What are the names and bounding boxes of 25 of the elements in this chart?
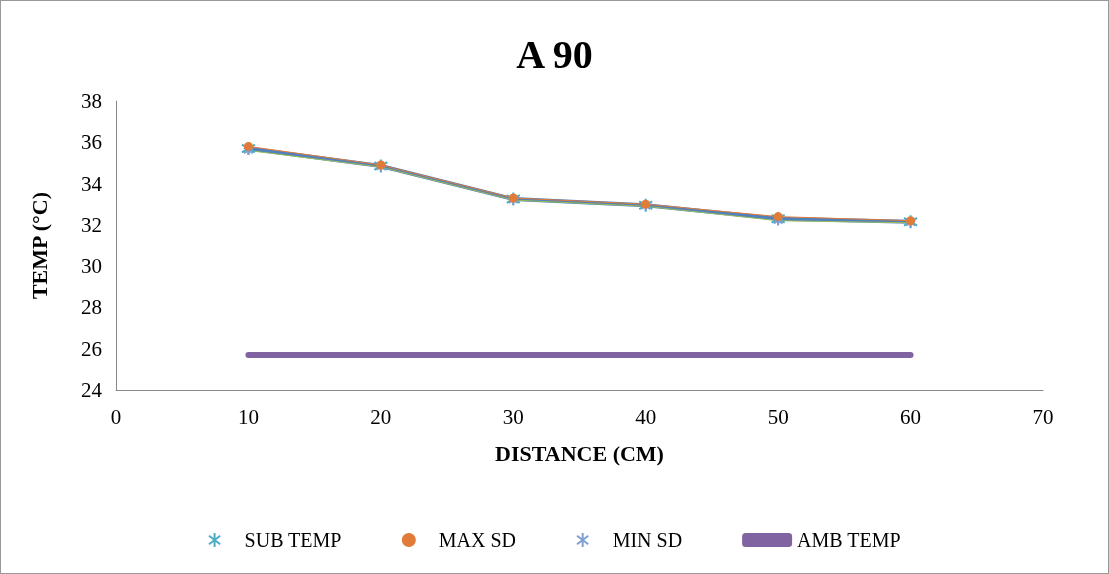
y-tick-label: 24 [81, 378, 103, 402]
x-tick-label: 60 [900, 404, 922, 429]
x-axis-title: DISTANCE (CM) [495, 440, 664, 466]
point [773, 212, 783, 222]
y-tick-label: 30 [81, 254, 102, 279]
x-tick-label: 30 [502, 404, 524, 429]
y-tick-label: 26 [81, 336, 102, 361]
point [243, 141, 253, 151]
y-tick-label: 28 [81, 295, 102, 320]
x-tick-label: 0 [110, 404, 122, 429]
y-tick-label: 36 [81, 130, 102, 155]
x-tick-label: 10 [237, 404, 259, 429]
x-tick-label: 20 [370, 404, 392, 429]
legend-label: MIN SD [612, 529, 683, 551]
y-tick-label: 32 [81, 212, 102, 237]
x-tick-label: 40 [635, 404, 657, 429]
y-tick-label: 34 [81, 171, 103, 196]
x-tick-label: 70 [1032, 404, 1054, 429]
y-tick-label: 38 [81, 89, 102, 113]
legend-label: AMB TEMP [797, 529, 901, 551]
y-axis-title: TEMP (°C) [26, 191, 52, 300]
legend-label: SUB TEMP [244, 529, 342, 551]
chart-title: A 90 [516, 31, 593, 77]
legend-label: MAX SD [438, 529, 517, 551]
x-tick-label: 50 [767, 404, 789, 429]
